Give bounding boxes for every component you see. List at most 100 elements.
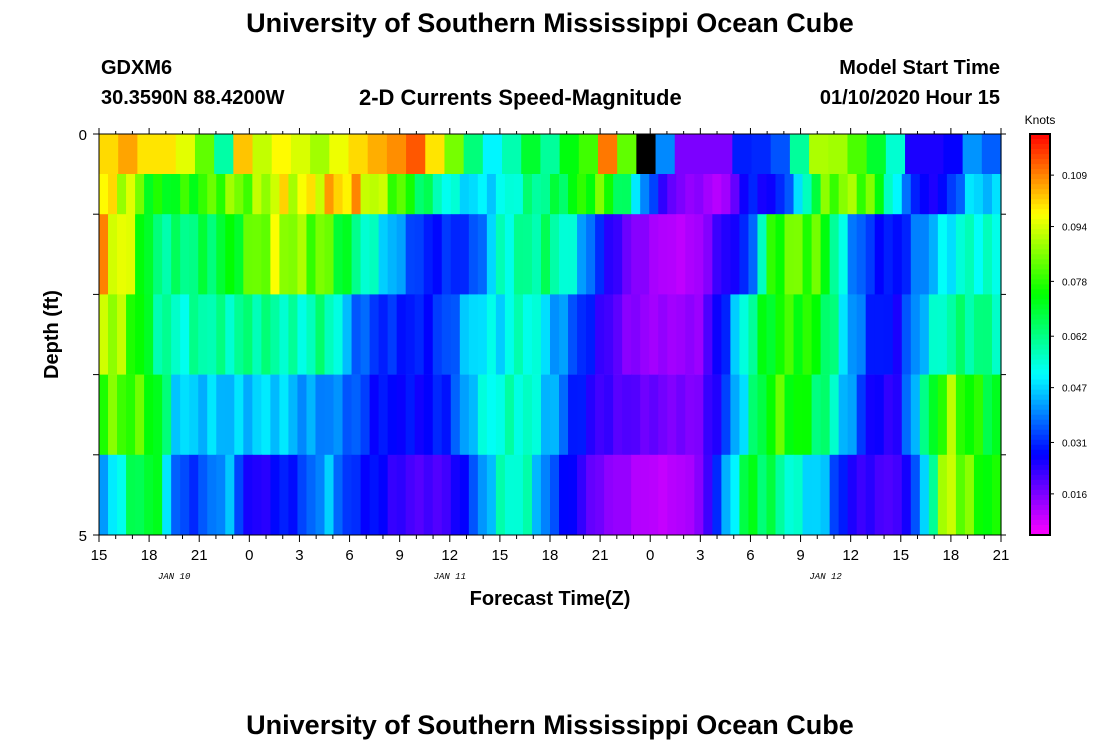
heatmap-cell [279, 374, 290, 456]
heatmap-cell [99, 374, 109, 456]
colorbar-segment [1030, 469, 1050, 476]
heatmap-cell [856, 174, 867, 215]
heatmap-cell [441, 454, 452, 536]
heatmap-cell [586, 454, 596, 536]
heatmap-cell [486, 454, 497, 536]
colorbar-segment [1030, 459, 1050, 466]
heatmap-cell [775, 294, 786, 375]
heatmap-cell [315, 174, 326, 215]
heatmap-cell [306, 214, 317, 295]
heatmap-cell [513, 174, 524, 215]
colorbar-segment [1030, 454, 1050, 461]
heatmap-cell [423, 294, 434, 375]
colorbar-tick-label: 0.047 [1062, 384, 1087, 395]
heatmap-cell [874, 374, 885, 456]
colorbar-segment [1030, 489, 1050, 496]
heatmap-cell [640, 174, 650, 215]
heatmap-cell [342, 374, 353, 456]
heatmap-cell [784, 174, 795, 215]
heatmap-cell [117, 374, 127, 456]
heatmap-cell [874, 454, 885, 536]
heatmap-cell [135, 294, 145, 375]
heatmap-cell [991, 214, 1002, 295]
heatmap-cell [919, 214, 930, 295]
heatmap-cell [604, 374, 614, 456]
heatmap-cell [748, 214, 759, 295]
heatmap-cell [973, 454, 984, 536]
heatmap-cell [732, 134, 753, 175]
heatmap-cell [865, 374, 876, 456]
heatmap-cell [955, 294, 966, 375]
heatmap-cell [730, 174, 741, 215]
heatmap-cell [153, 174, 163, 215]
y-tick-label: 0 [79, 127, 87, 144]
heatmap-cell [406, 134, 426, 175]
heatmap-cell [694, 174, 704, 215]
page-title: University of Southern Mississippi Ocean… [246, 8, 854, 38]
heatmap-cell [676, 294, 686, 375]
heatmap-cell [901, 454, 912, 536]
colorbar-segment [1030, 419, 1050, 426]
heatmap-cell [631, 214, 641, 295]
heatmap-cell [721, 214, 731, 295]
heatmap-cell [946, 374, 957, 456]
colorbar-segment [1030, 174, 1050, 180]
heatmap-cell [297, 374, 308, 456]
heatmap-cell [964, 214, 975, 295]
colorbar-segment [1030, 349, 1050, 356]
heatmap-cell [703, 214, 713, 295]
heatmap-cell [919, 374, 930, 456]
heatmap-cell [937, 214, 948, 295]
heatmap-cell [531, 174, 542, 215]
colorbar-segment [1030, 449, 1050, 456]
heatmap-cell [703, 294, 713, 375]
heatmap-cell [463, 134, 484, 175]
heatmap-cell [342, 174, 353, 215]
chart-subtitle: 2-D Currents Speed-Magnitude [359, 85, 682, 110]
heatmap-cell [919, 174, 930, 215]
heatmap-cell [194, 134, 215, 175]
heatmap-cell [829, 454, 840, 536]
heatmap-cell [658, 294, 668, 375]
heatmap-cell [757, 294, 768, 375]
colorbar-segment [1030, 159, 1050, 165]
heatmap-cell [613, 374, 623, 456]
heatmap-cell [162, 454, 172, 536]
heatmap-cell [937, 294, 948, 375]
heatmap-cell [378, 294, 389, 375]
heatmap-cell [369, 454, 380, 536]
heatmap-cell [459, 214, 470, 295]
heatmap-cell [613, 294, 623, 375]
heatmap-cell [444, 134, 465, 175]
heatmap-cell [885, 134, 906, 175]
heatmap-cell [502, 134, 522, 175]
heatmap-cell [261, 294, 271, 375]
heatmap-cell [396, 454, 407, 536]
heatmap-cell [180, 294, 190, 375]
heatmap-cell [946, 294, 957, 375]
heatmap-cell [252, 174, 262, 215]
heatmap-cell [820, 214, 831, 295]
heatmap-cell [910, 374, 921, 456]
heatmap-cell [504, 174, 515, 215]
heatmap-cell [568, 174, 578, 215]
x-tick-label: 21 [191, 547, 208, 564]
heatmap-cell [495, 294, 506, 375]
heatmap-cell [279, 214, 290, 295]
heatmap-cell [405, 294, 416, 375]
heatmap-cell [789, 134, 810, 175]
heatmap-cell [721, 294, 731, 375]
heatmap-cell [802, 294, 813, 375]
station-coords: 30.3590N 88.4200W [101, 87, 285, 109]
heatmap-cell [369, 374, 380, 456]
heatmap-cell [595, 214, 605, 295]
heatmap-cell [504, 454, 515, 536]
heatmap-cell [667, 214, 677, 295]
heatmap-cell [144, 214, 154, 295]
heatmap-cell [252, 214, 262, 295]
heatmap-cell [784, 454, 795, 536]
heatmap-cell [640, 294, 650, 375]
heatmap-cell [99, 454, 109, 536]
x-tick-label: 3 [295, 547, 303, 564]
heatmap-cell [270, 294, 280, 375]
